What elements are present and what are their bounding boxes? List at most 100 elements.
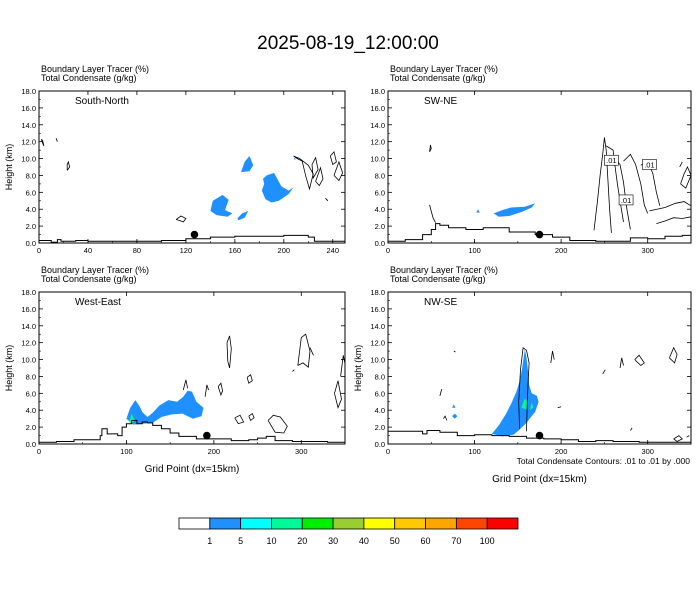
panel-label-south-north: South-North (75, 96, 129, 107)
condensate-contour (656, 216, 691, 224)
condensate-contour (557, 406, 562, 409)
condensate-contour (439, 388, 443, 397)
y-axis-label: Height (km) (353, 345, 363, 392)
plot-area: .01 .01 .01 (388, 137, 691, 242)
y-tick-label: 2.0 (375, 423, 385, 432)
colorbar-tick-label: 40 (359, 536, 369, 546)
condensate-contour (311, 156, 319, 180)
colorbar-tick-label: 60 (421, 536, 431, 546)
y-tick-label: 8.0 (375, 171, 385, 180)
x-axis-label: Grid Point (dx=15km) (145, 464, 240, 475)
condensate-contour (246, 374, 253, 384)
condensate-contour (297, 333, 311, 368)
condensate-contour (518, 346, 530, 432)
y-tick-label: 10.0 (21, 356, 36, 365)
y-tick-label: 6.0 (26, 188, 36, 197)
condensate-contour (680, 166, 691, 189)
colorbar-swatch (425, 517, 457, 530)
tracer-fill-region (261, 172, 294, 203)
y-tick-label: 4.0 (26, 205, 36, 214)
condensate-contour (669, 346, 678, 364)
y-tick-label: 18.0 (21, 87, 36, 96)
condensate-contour (686, 435, 690, 438)
panel-label-nw-se: NW-SE (424, 297, 457, 308)
y-tick-label: 8.0 (26, 171, 36, 180)
colorbar-swatch (455, 517, 488, 530)
panel-header-tracer: Boundary Layer Tracer (%) (390, 64, 498, 74)
y-tick-label: 10.0 (370, 356, 385, 365)
y-tick-label: 6.0 (26, 389, 36, 398)
panel-label-sw-ne: SW-NE (424, 96, 457, 107)
panel-header-tracer: Boundary Layer Tracer (%) (390, 265, 498, 275)
tracer-fill-region (530, 402, 534, 410)
colorbar-tick-label: 5 (238, 536, 243, 546)
condensate-contour (593, 137, 612, 233)
y-tick-label: 2.0 (26, 423, 36, 432)
panel-header-condensate: Total Condensate (g/kg) (390, 274, 486, 284)
contour-label-box (642, 159, 657, 170)
x-tick-label: 200 (555, 447, 568, 456)
y-tick-label: 0.0 (375, 239, 385, 248)
tracer-fill-region (476, 209, 480, 213)
panel-sw-ne: Boundary Layer Tracer (%)Total Condensat… (370, 64, 692, 255)
condensate-contour (429, 144, 432, 152)
condensate-contour (248, 412, 255, 422)
condensate-contour (453, 350, 456, 353)
condensate-contour (634, 354, 645, 367)
contour-label-box (618, 194, 634, 206)
condensate-contour (649, 201, 691, 212)
condensate-contour (66, 160, 71, 171)
x-tick-label: 300 (641, 447, 654, 456)
condensate-contour (673, 435, 683, 442)
contour-label: .01 (644, 160, 654, 169)
colorbar-swatch (209, 517, 242, 530)
tracer-fill-region (210, 194, 233, 217)
tracer-fill-region (452, 413, 458, 419)
colorbar-swatch (486, 517, 519, 530)
condensate-contour (226, 335, 232, 369)
y-tick-label: 16.0 (370, 104, 385, 113)
y-tick-label: 16.0 (21, 104, 36, 113)
condensate-contour (429, 204, 436, 223)
panel-west-east: Boundary Layer Tracer (%)Total Condensat… (4, 265, 346, 475)
y-axis-label: Height (km) (4, 144, 14, 191)
colorbar-tick-label: 100 (480, 536, 495, 546)
y-tick-label: 0.0 (26, 440, 36, 449)
y-tick-label: 4.0 (375, 205, 385, 214)
contour-label: .01 (606, 156, 616, 165)
panel-label-west-east: West-East (75, 297, 121, 308)
tracer-fill-region (452, 404, 456, 408)
y-tick-label: 14.0 (21, 121, 36, 130)
y-tick-label: 6.0 (375, 188, 385, 197)
colorbar-swatch (301, 517, 334, 530)
condensate-contour (679, 161, 683, 168)
colorbar-tick-label: 70 (451, 536, 461, 546)
panel-header-condensate: Total Condensate (g/kg) (41, 274, 137, 284)
contour-label: .01 (621, 196, 631, 205)
x-tick-label: 200 (208, 447, 221, 456)
tracer-fill-region (129, 413, 136, 424)
y-tick-label: 0.0 (375, 440, 385, 449)
y-tick-label: 2.0 (26, 222, 36, 231)
tracer-fill-region (241, 156, 254, 173)
colorbar-tick-label: 1 (207, 536, 212, 546)
tracer-fill-region (493, 203, 536, 217)
x-tick-label: 100 (468, 447, 481, 456)
x-tick-label: 0 (37, 447, 41, 456)
plot-frame (387, 291, 692, 445)
panel-header-condensate: Total Condensate (g/kg) (41, 73, 137, 83)
location-marker (535, 230, 544, 239)
y-tick-label: 2.0 (375, 222, 385, 231)
y-tick-label: 14.0 (21, 322, 36, 331)
condensate-contour (630, 427, 633, 431)
tracer-fill-region (237, 210, 249, 221)
y-tick-label: 4.0 (375, 406, 385, 415)
panel-nw-se: Boundary Layer Tracer (%)Total Condensat… (353, 265, 692, 485)
condensate-contour (293, 155, 314, 191)
colorbar-tick-label: 20 (297, 536, 307, 546)
colorbar-swatch (240, 517, 272, 530)
condensate-contour (602, 369, 606, 375)
condensate-contour (292, 369, 295, 372)
condensate-contour (41, 138, 45, 147)
